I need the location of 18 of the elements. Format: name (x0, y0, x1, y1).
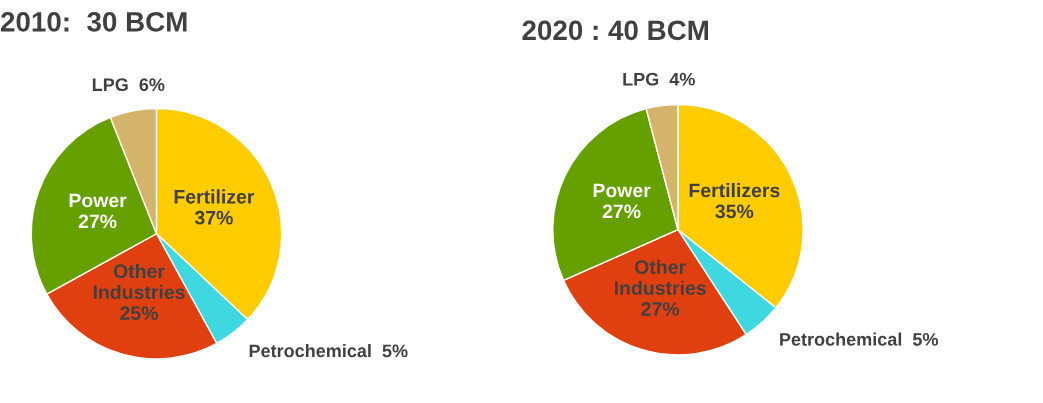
chart-title: 2010: 30 BCM (0, 12, 187, 32)
data-label: 27% (602, 204, 641, 219)
slice-label: LPG 6% (92, 78, 165, 92)
data-label: 37% (194, 210, 233, 225)
slice-label: Fertilizers (689, 183, 780, 198)
slice-label: Other Industries (614, 259, 706, 295)
slice-label: LPG 4% (623, 72, 695, 86)
slice-label: Petrochemical 5% (249, 344, 408, 358)
slice-label: Other Industries (93, 263, 185, 300)
data-label: 27% (78, 214, 117, 229)
chart-title: 2020 : 40 BCM (522, 20, 708, 41)
slice-label: Power (69, 193, 127, 208)
data-label: 27% (641, 302, 680, 316)
data-label: 35% (715, 204, 754, 219)
slice-label: Power (593, 183, 651, 198)
data-label: 25% (120, 306, 158, 320)
slice-label: Petrochemical 5% (780, 332, 939, 346)
slice-label: Fertilizer (174, 189, 255, 204)
